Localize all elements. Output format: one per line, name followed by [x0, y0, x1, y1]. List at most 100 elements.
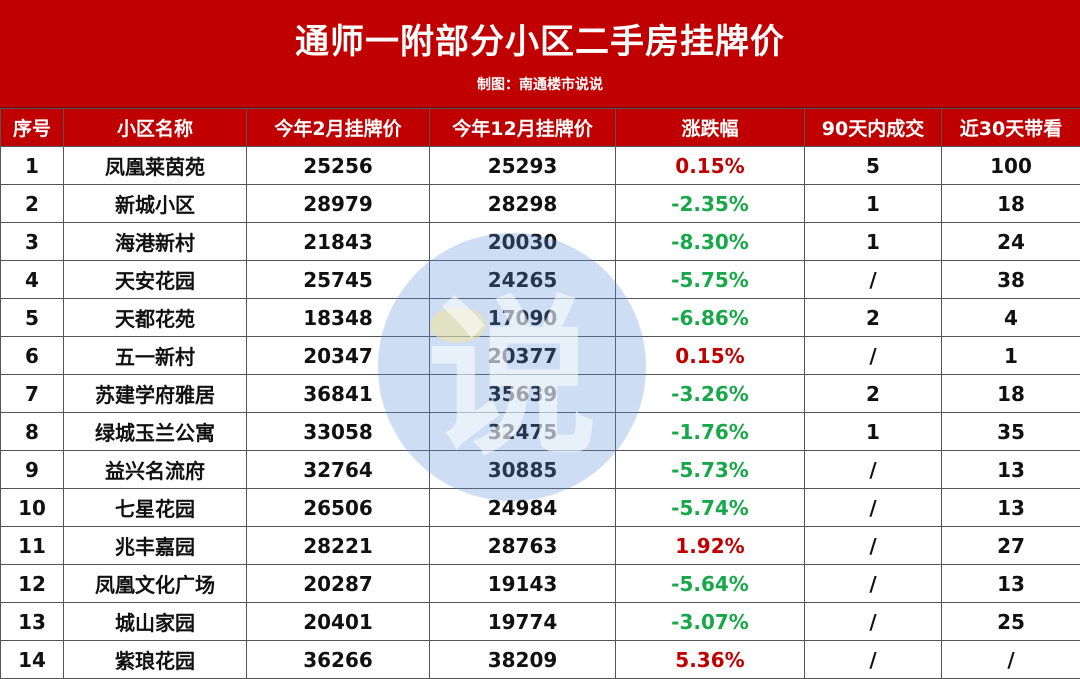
- row-deals: /: [804, 564, 942, 603]
- table-row: 11 兆丰嘉园 28221 28763 1.92%/27: [0, 526, 1080, 565]
- table-row: 7 苏建学府雅居 36841 35639 -3.26% 2 18: [0, 374, 1080, 413]
- row-dec-price: 25293: [429, 146, 616, 185]
- row-dec-price: 20377: [429, 336, 616, 375]
- table-row: 12 凤凰文化广场 20287 19143 -5.64%/13: [0, 564, 1080, 603]
- row-no: 4: [0, 260, 64, 299]
- row-no: 5: [0, 298, 64, 337]
- row-feb-price: 32764: [246, 450, 430, 489]
- row-dec-price: 35639: [429, 374, 616, 413]
- row-visits: 35: [941, 412, 1080, 451]
- row-no: 7: [0, 374, 64, 413]
- row-name: 绿城玉兰公寓: [63, 412, 247, 451]
- row-no: 1: [0, 146, 64, 185]
- row-no: 6: [0, 336, 64, 375]
- row-deals: /: [804, 602, 942, 641]
- row-no: 11: [0, 526, 64, 565]
- row-change: -3.07%: [615, 602, 805, 641]
- row-deals: 1: [804, 222, 942, 261]
- row-no: 13: [0, 602, 64, 641]
- row-dec-price: 38209: [429, 640, 616, 679]
- row-name: 天安花园: [63, 260, 247, 299]
- row-change: -3.26%: [615, 374, 805, 413]
- row-deals: 5: [804, 146, 942, 185]
- table-row: 1 凤凰莱茵苑 25256 25293 0.15% 5 100: [0, 146, 1080, 185]
- row-deals: /: [804, 488, 942, 527]
- row-feb-price: 20347: [246, 336, 430, 375]
- col-header-feb-price: 今年2月挂牌价: [246, 108, 430, 147]
- row-change: -8.30%: [615, 222, 805, 261]
- col-header-dec-price: 今年12月挂牌价: [429, 108, 616, 147]
- row-deals: /: [804, 336, 942, 375]
- row-name: 凤凰莱茵苑: [63, 146, 247, 185]
- row-no: 2: [0, 184, 64, 223]
- page-title: 通师一附部分小区二手房挂牌价: [295, 22, 785, 62]
- row-name: 七星花园: [63, 488, 247, 527]
- row-visits: 38: [941, 260, 1080, 299]
- row-name: 城山家园: [63, 602, 247, 641]
- row-name: 五一新村: [63, 336, 247, 375]
- row-dec-price: 24265: [429, 260, 616, 299]
- title-banner: 通师一附部分小区二手房挂牌价 制图：南通楼市说说: [0, 0, 1080, 108]
- row-dec-price: 24984: [429, 488, 616, 527]
- table-row: 9 益兴名流府 32764 30885 -5.73%/13: [0, 450, 1080, 489]
- row-change: 1.92%: [615, 526, 805, 565]
- row-name: 凤凰文化广场: [63, 564, 247, 603]
- row-feb-price: 25256: [246, 146, 430, 185]
- row-dec-price: 32475: [429, 412, 616, 451]
- row-no: 8: [0, 412, 64, 451]
- row-name: 紫琅花园: [63, 640, 247, 679]
- row-visits: 100: [941, 146, 1080, 185]
- row-deals: /: [804, 526, 942, 565]
- row-change: 0.15%: [615, 146, 805, 185]
- row-visits: 4: [941, 298, 1080, 337]
- col-header-change: 涨跌幅: [615, 108, 805, 147]
- row-no: 10: [0, 488, 64, 527]
- row-dec-price: 19143: [429, 564, 616, 603]
- table-row: 14 紫琅花园 36266 38209 5.36% / /: [0, 640, 1080, 679]
- row-change: -1.76%: [615, 412, 805, 451]
- row-deals: 2: [804, 298, 942, 337]
- col-header-visits: 近30天带看: [941, 108, 1080, 147]
- row-visits: 25: [941, 602, 1080, 641]
- table-row: 10 七星花园 26506 24984 -5.74%/13: [0, 488, 1080, 527]
- table-row: 2 新城小区 28979 28298 -2.35% 1 18: [0, 184, 1080, 223]
- row-feb-price: 21843: [246, 222, 430, 261]
- row-visits: 13: [941, 488, 1080, 527]
- row-deals: 2: [804, 374, 942, 413]
- row-feb-price: 36841: [246, 374, 430, 413]
- row-deals: 1: [804, 184, 942, 223]
- row-no: 3: [0, 222, 64, 261]
- header-row: 序号 小区名称 今年2月挂牌价 今年12月挂牌价 涨跌幅 90天内成交 近30天…: [0, 108, 1080, 147]
- col-header-name: 小区名称: [63, 108, 247, 147]
- col-header-no: 序号: [0, 108, 64, 147]
- row-dec-price: 30885: [429, 450, 616, 489]
- table-row: 4 天安花园 25745 24265 -5.75%/38: [0, 260, 1080, 299]
- row-no: 14: [0, 640, 64, 679]
- row-visits: 18: [941, 374, 1080, 413]
- row-dec-price: 19774: [429, 602, 616, 641]
- row-visits: 13: [941, 564, 1080, 603]
- row-feb-price: 20401: [246, 602, 430, 641]
- col-header-deals: 90天内成交: [804, 108, 942, 147]
- row-deals: /: [804, 260, 942, 299]
- row-change: -5.74%: [615, 488, 805, 527]
- row-feb-price: 18348: [246, 298, 430, 337]
- row-deals: 1: [804, 412, 942, 451]
- row-visits: 18: [941, 184, 1080, 223]
- row-visits: 24: [941, 222, 1080, 261]
- table-row: 5 天都花苑 18348 17090 -6.86% 2 4: [0, 298, 1080, 337]
- row-feb-price: 36266: [246, 640, 430, 679]
- table-row: 6 五一新村 20347 20377 0.15%/1: [0, 336, 1080, 375]
- row-feb-price: 20287: [246, 564, 430, 603]
- table-row: 8 绿城玉兰公寓 33058 32475 -1.76% 1 35: [0, 412, 1080, 451]
- price-table: 序号 小区名称 今年2月挂牌价 今年12月挂牌价 涨跌幅 90天内成交 近30天…: [0, 108, 1080, 679]
- table-row: 3 海港新村 21843 20030 -8.30% 1 24: [0, 222, 1080, 261]
- table-row: 13 城山家园 20401 19774 -3.07%/25: [0, 602, 1080, 641]
- row-name: 新城小区: [63, 184, 247, 223]
- row-change: -2.35%: [615, 184, 805, 223]
- row-no: 9: [0, 450, 64, 489]
- row-visits: 27: [941, 526, 1080, 565]
- row-change: -5.75%: [615, 260, 805, 299]
- row-feb-price: 28221: [246, 526, 430, 565]
- row-visits: /: [941, 640, 1080, 679]
